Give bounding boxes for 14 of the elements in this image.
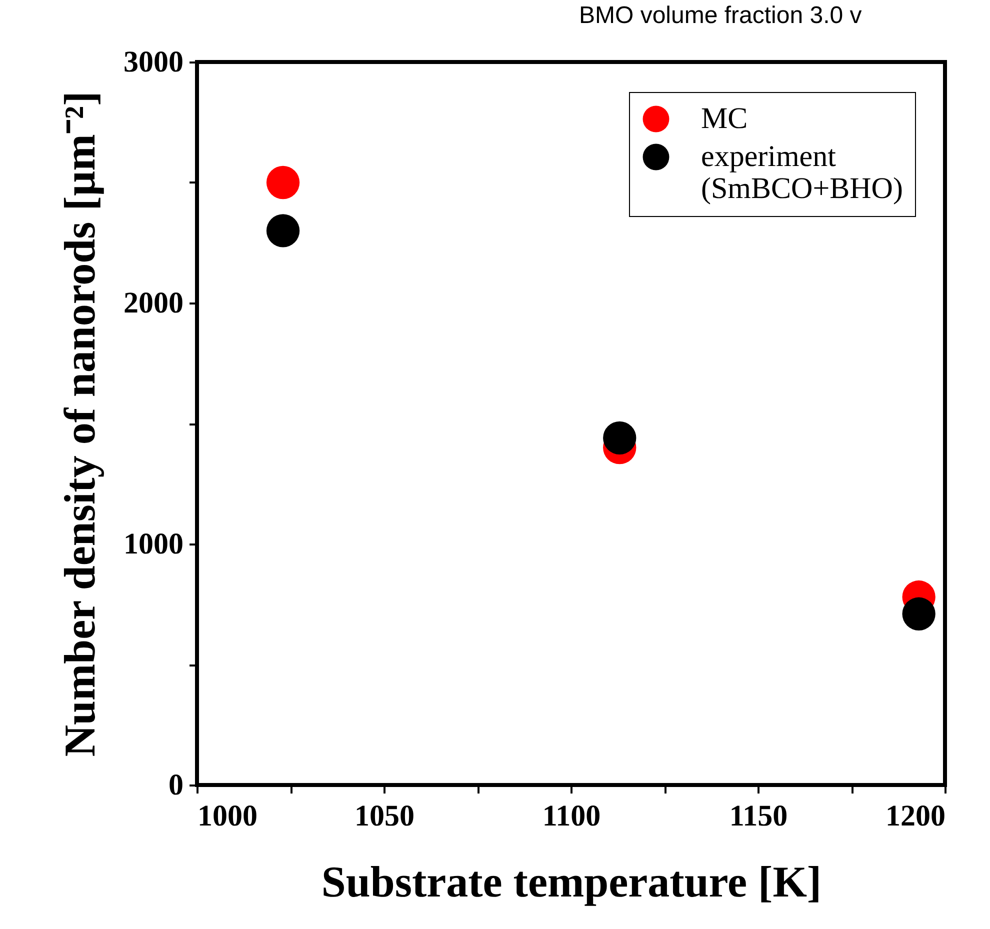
- y-tick-label: 1000: [124, 528, 184, 560]
- legend-label: experiment (SmBCO+BHO): [701, 140, 903, 205]
- x-axis-title: Substrate temperature [K]: [321, 858, 822, 906]
- x-tick-label: 1000: [198, 800, 258, 832]
- y-tick-label: 2000: [124, 286, 184, 320]
- y-tick-label: 3000: [124, 46, 184, 78]
- x-tick-label: 1050: [354, 800, 414, 832]
- x-tick-label: 1150: [729, 800, 788, 832]
- x-tick-label: 1200: [886, 800, 946, 832]
- text: BMO volume fraction 3.0 v: [579, 2, 862, 29]
- y-axis-title: Number density of nanorods [µm⁻²]: [56, 91, 104, 757]
- legend-label: MC: [701, 102, 748, 135]
- x-tick-label: 1100: [542, 800, 601, 832]
- y-tick-label: 0: [168, 768, 184, 802]
